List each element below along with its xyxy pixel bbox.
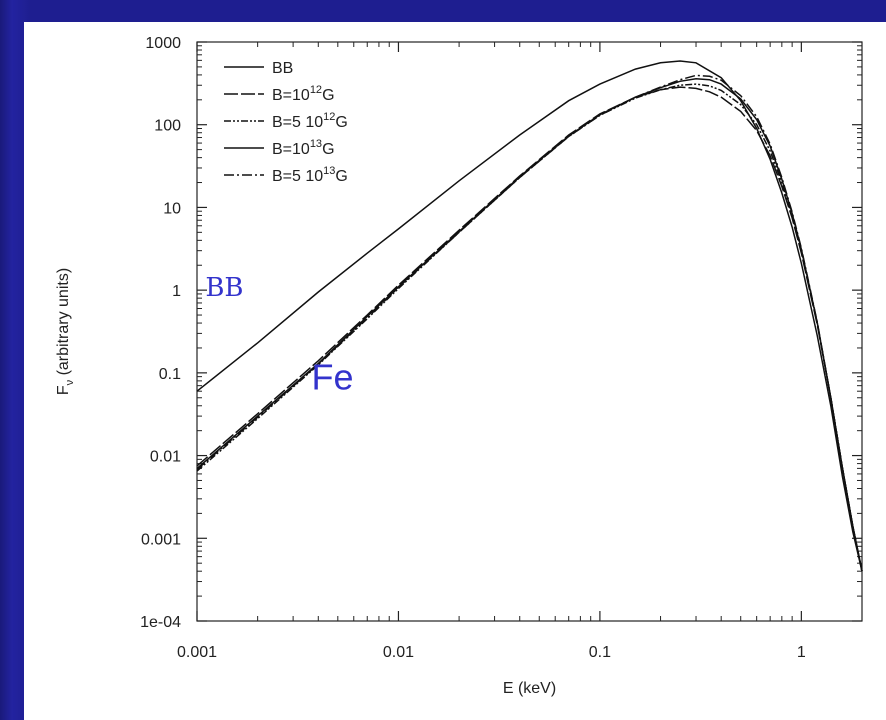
x-tick-label: 0.001 bbox=[177, 644, 217, 661]
y-axis-label-text: Fν (arbitrary units) bbox=[55, 268, 76, 395]
y-tick-label: 0.01 bbox=[150, 449, 181, 466]
annotations: BB Fe bbox=[205, 273, 353, 397]
x-tick-label: 1 bbox=[797, 644, 806, 661]
x-tick-label: 0.1 bbox=[589, 644, 611, 661]
annotation-bb: BB bbox=[205, 273, 243, 303]
y-tick-label: 100 bbox=[154, 118, 181, 135]
y-axis-label: Fν (arbitrary units) bbox=[55, 268, 76, 395]
x-tick-label: 0.01 bbox=[383, 644, 414, 661]
series-line-1 bbox=[196, 60, 863, 572]
legend-label-2: B=1012G bbox=[272, 84, 335, 104]
y-tick-label: 1 bbox=[172, 283, 181, 300]
annotation-fe: Fe bbox=[311, 356, 353, 397]
legend-label-4: B=1013G bbox=[272, 138, 335, 158]
legend-label-3: B=5 1012G bbox=[272, 111, 348, 131]
axes-frame: 0.001 0.01 0.1 1 1e-04 0.001 0.01 0.1 1 10 100 1000 bbox=[140, 35, 863, 661]
y-tick-label: 0.001 bbox=[141, 531, 181, 548]
plot-frame bbox=[196, 41, 863, 622]
y-tick-label: 0.1 bbox=[159, 366, 181, 383]
series-line-2 bbox=[196, 86, 863, 572]
legend-label-5: B=5 1013G bbox=[272, 165, 348, 185]
chart-panel bbox=[24, 22, 886, 720]
x-axis-label: E (keV) bbox=[503, 680, 556, 697]
legend: BB B=1012G B=5 1012G B=1013G B=5 1013G bbox=[224, 60, 348, 185]
y-tick-label: 10 bbox=[163, 200, 181, 217]
y-tick-label: 1000 bbox=[145, 35, 181, 52]
legend-label-1: BB bbox=[272, 60, 293, 77]
series-lines bbox=[196, 60, 863, 572]
series-line-5 bbox=[196, 74, 863, 572]
y-tick-label: 1e-04 bbox=[140, 614, 181, 631]
